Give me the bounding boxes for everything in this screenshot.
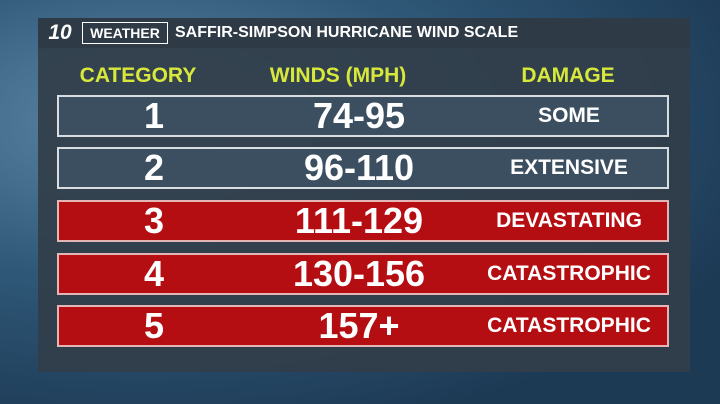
table-row: 3 111-129 DEVASTATING xyxy=(57,200,669,242)
table-cell: CATASTROPHIC xyxy=(487,262,651,285)
table-cell: 96-110 xyxy=(303,147,415,188)
header: 10 WEATHER SAFFIR-SIMPSON HURRICANE WIND… xyxy=(38,18,690,48)
column-header: CATEGORY xyxy=(79,64,197,87)
table-cell: SOME xyxy=(538,104,600,127)
table-cell: 157+ xyxy=(318,305,400,346)
column-header: WINDS (MPH) xyxy=(269,64,407,87)
table-row: 2 96-110 EXTENSIVE xyxy=(57,147,669,189)
column-header: DAMAGE xyxy=(521,64,615,87)
table-row: 5 157+ CATASTROPHIC xyxy=(57,305,669,347)
panel: 10 WEATHER SAFFIR-SIMPSON HURRICANE WIND… xyxy=(38,18,690,372)
table-cell: CATASTROPHIC xyxy=(487,314,651,337)
table-cell: DEVASTATING xyxy=(496,209,642,232)
table-cell: 111-129 xyxy=(294,200,424,241)
table-cell: 2 xyxy=(143,147,165,188)
table-cell: 4 xyxy=(143,253,165,294)
table-cell: 3 xyxy=(143,200,165,241)
logo: 10 xyxy=(48,21,72,44)
title: SAFFIR-SIMPSON HURRICANE WIND SCALE xyxy=(175,24,519,41)
table-cell: 130-156 xyxy=(292,253,426,294)
table-cell: 1 xyxy=(143,95,165,136)
table-row: 1 74-95 SOME xyxy=(57,95,669,137)
table-cell: EXTENSIVE xyxy=(510,156,628,179)
channel: WEATHER xyxy=(82,22,168,44)
table-row: 4 130-156 CATASTROPHIC xyxy=(57,253,669,295)
table-cell: 5 xyxy=(143,305,165,346)
table-cell: 74-95 xyxy=(312,95,406,136)
